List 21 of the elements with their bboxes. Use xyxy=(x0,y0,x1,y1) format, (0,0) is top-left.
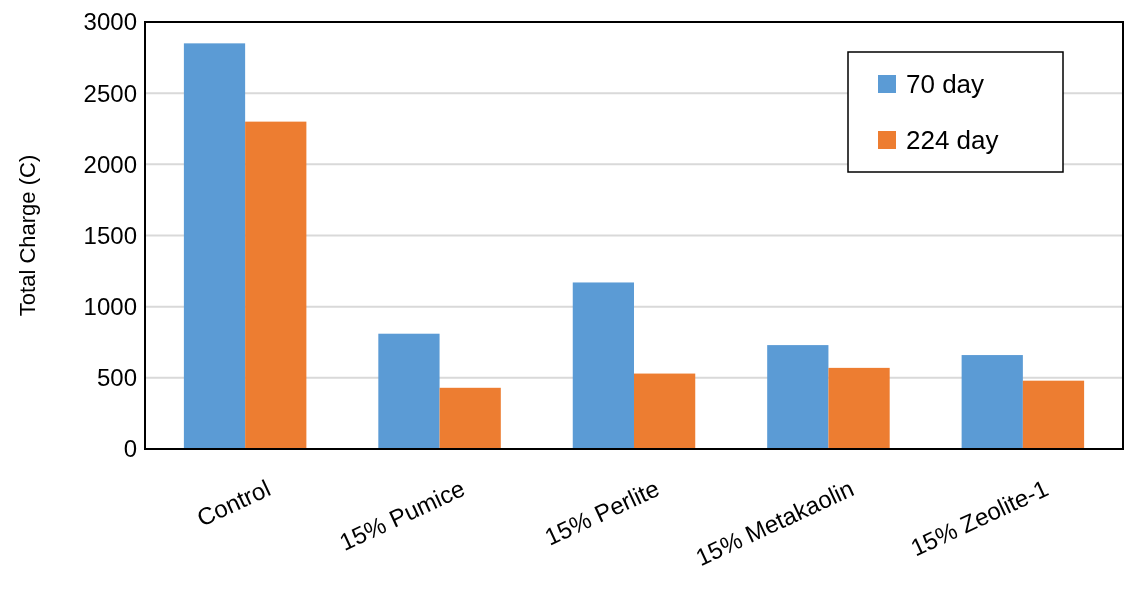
bar xyxy=(183,43,246,449)
bar xyxy=(439,387,501,449)
bar xyxy=(961,355,1023,449)
bar xyxy=(378,333,440,449)
bar xyxy=(634,373,696,449)
y-tick-label: 2500 xyxy=(83,79,137,107)
bar xyxy=(828,367,890,449)
bar xyxy=(572,282,634,449)
bar xyxy=(245,121,307,449)
x-tick-label: 15% Perlite xyxy=(540,474,664,551)
y-tick-label: 3000 xyxy=(83,8,137,36)
y-axis-title: Total Charge (C) xyxy=(14,154,40,317)
y-tick-label: 0 xyxy=(123,435,137,463)
legend-label: 70 day xyxy=(906,69,985,100)
y-tick-label: 500 xyxy=(96,364,137,392)
bar xyxy=(767,345,829,449)
bar xyxy=(1022,380,1085,449)
y-tick-label: 1500 xyxy=(83,221,137,249)
legend-label: 224 day xyxy=(906,125,999,156)
y-tick-label: 2000 xyxy=(83,150,137,178)
y-tick-label: 1000 xyxy=(83,293,137,321)
